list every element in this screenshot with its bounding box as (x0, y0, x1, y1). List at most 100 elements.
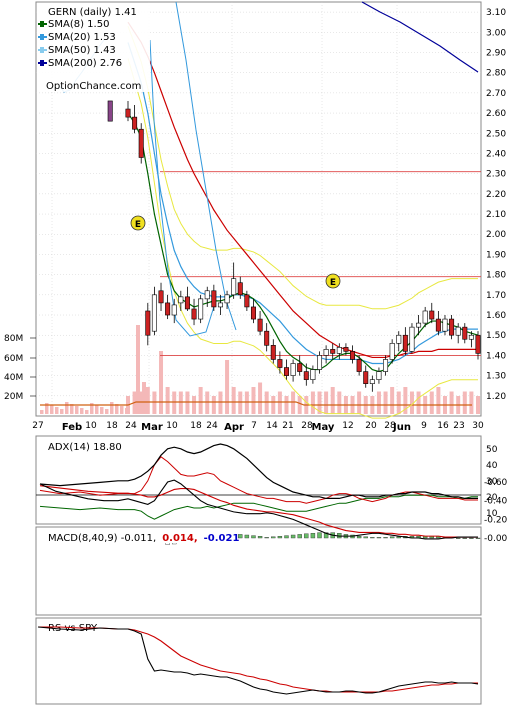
macd-histogram-bar (264, 537, 269, 539)
volume-bar (416, 391, 421, 414)
macd-histogram-bar (356, 536, 362, 539)
sma20-line (127, 42, 478, 365)
macd-histogram-bar (370, 537, 375, 539)
macd-histogram-bar (310, 533, 316, 539)
month-label: Feb (62, 422, 82, 433)
candle-body (198, 298, 204, 320)
candle-body (184, 296, 190, 310)
candle-body (211, 290, 217, 308)
date-tick-label: 18 (106, 421, 118, 431)
volume-bar (310, 391, 315, 414)
candle-body (138, 128, 144, 158)
volume-bar (284, 396, 289, 414)
legend-label: SMA(50) 1.43 (48, 45, 116, 56)
line-marker-icon (40, 60, 44, 66)
date-tick-label: 18 (190, 421, 202, 431)
price-tick-label: 1.70 (486, 291, 506, 301)
macd-line (39, 479, 478, 540)
sma20-lower-band-line (149, 39, 217, 337)
volume-bar (357, 391, 362, 414)
candle-body (323, 349, 329, 356)
volume-bar (50, 405, 54, 414)
candle-body (435, 318, 441, 332)
adx-tick-label: 10 (486, 509, 498, 519)
price-tick-label: 2.60 (486, 109, 506, 119)
volume-bar (396, 391, 401, 414)
volume-bar (225, 360, 230, 414)
earnings-circle-icon (325, 273, 341, 289)
month-label: Apr (224, 422, 244, 433)
volume-bar (403, 387, 408, 414)
date-tick-label: 14 (266, 421, 278, 431)
volume-bar (409, 391, 414, 414)
candle-body (429, 310, 435, 320)
volume-tick-label: 40M (4, 373, 23, 383)
candles (107, 100, 481, 392)
volume-bar (476, 396, 480, 414)
legend-label: SMA(20) 1.53 (48, 32, 116, 43)
month-label: Mar (141, 422, 163, 433)
adx-tick-label: 40 (486, 461, 498, 471)
volume-bar (55, 407, 59, 414)
earnings-marker-may[interactable]: E (325, 273, 341, 289)
candle-body (231, 278, 237, 296)
macd-histogram-bar (389, 536, 395, 539)
volume-bar (40, 410, 44, 414)
candle-body (396, 334, 402, 344)
date-tick-label: 23 (453, 421, 464, 431)
macd-histogram-bar (323, 532, 329, 539)
month-label: May (312, 422, 335, 433)
volume-bar (429, 391, 434, 414)
price-tick-label: 1.50 (486, 331, 506, 341)
adx-tick-label: 30 (486, 477, 498, 487)
macd-histogram-bar (383, 537, 388, 539)
candle-body (224, 294, 230, 304)
volume-bar (324, 391, 329, 414)
macd-tick-label: -0.00 (484, 534, 508, 544)
volume-bar (145, 387, 150, 414)
price-tick-label: 2.10 (486, 210, 506, 220)
volume-bar (376, 391, 381, 414)
price-tick-label: 3.10 (486, 8, 506, 18)
candle-body (297, 363, 303, 372)
price-tick-label: 1.30 (486, 372, 506, 382)
date-tick-label: 21 (282, 421, 293, 431)
volume-tick-label: 20M (4, 392, 23, 402)
price-panel-frame (35, 1, 482, 417)
volume-axis: 80M 60M 40M 20M (4, 334, 36, 402)
macd-panel-frame (35, 526, 482, 616)
candle-body (125, 108, 131, 118)
candle-body (389, 342, 395, 360)
candle-body (468, 334, 474, 340)
macd-histogram-bar (376, 537, 382, 539)
candle-body (422, 310, 428, 324)
watermark: OptionChance.com (46, 81, 141, 92)
candle-body (217, 302, 223, 308)
volume-bar (462, 391, 467, 414)
candle-body (257, 318, 263, 332)
volume-bar (152, 391, 157, 414)
volume-bar (271, 396, 276, 414)
macd-axis: -0.00 -0.20 -0.40 -0.60 (484, 478, 508, 544)
volume-bar (251, 387, 256, 414)
candle-body (369, 379, 375, 384)
adx-tick-label: 50 (486, 445, 498, 455)
volume-bar (60, 409, 64, 414)
volume-bar (337, 391, 342, 414)
earnings-marker-feb[interactable]: E (130, 215, 146, 231)
macd-tick-label: -0.40 (484, 497, 508, 507)
date-tick-label: 24 (125, 421, 137, 431)
rs-title: RS vs SPY (48, 623, 98, 634)
rs-average-line (38, 626, 478, 693)
candle-body (171, 304, 177, 316)
volume-bar (120, 406, 124, 414)
date-tick-label: 28 (301, 421, 313, 431)
volume-bar (390, 387, 395, 414)
macd-value-1: 0.014, (162, 533, 197, 544)
volume-bar (277, 391, 282, 414)
candle-body (250, 306, 256, 320)
macd-panel: -0.00 -0.20 -0.40 -0.60 MACD(8,40,9) -0.011… (35, 478, 508, 616)
price-tick-label: 2.50 (486, 129, 506, 139)
